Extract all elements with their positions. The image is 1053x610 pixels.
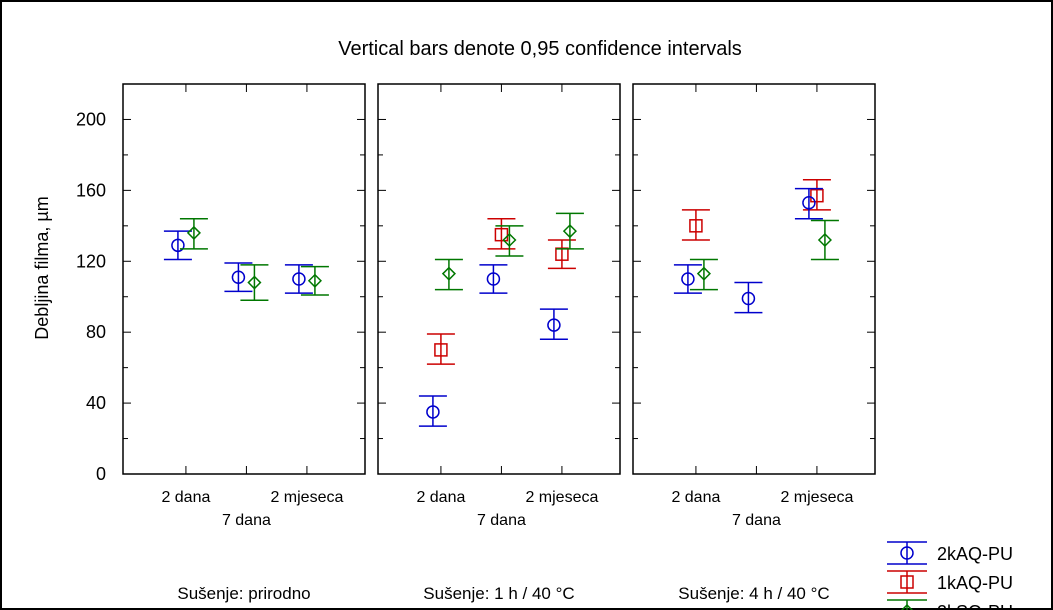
data-point-2kaq-pu [479, 264, 508, 294]
data-point-2kaq-pu [224, 262, 253, 293]
x-tick-label: 2 dana [161, 489, 210, 506]
panel-1: 2 dana 2 mjeseca 7 dana Sušenje: prirodno [122, 83, 366, 603]
y-tick-label: 120 [76, 251, 106, 271]
point-marker [171, 238, 185, 253]
point-marker [426, 405, 440, 419]
point-marker [681, 272, 695, 286]
point-marker [292, 272, 306, 286]
panel-frame [377, 83, 621, 475]
data-point-2kaq-pu [673, 264, 702, 294]
panel-frame [122, 83, 366, 475]
point-marker [810, 188, 824, 203]
panel-label: Sušenje: prirodno [177, 584, 310, 603]
panel-label: Sušenje: 1 h / 40 °C [423, 584, 574, 603]
panel-label: Sušenje: 4 h / 40 °C [678, 584, 829, 603]
data-point-2kaq-pu [418, 395, 447, 427]
legend-label: 2kSO-PU [937, 602, 1013, 610]
point-marker [231, 270, 246, 284]
point-marker [186, 225, 201, 240]
legend-marker [900, 546, 914, 560]
panel-3: 2 dana 2 mjeseca 7 dana Sušenje: 4 h / 40 °… [632, 83, 876, 603]
point-marker [547, 318, 561, 332]
x-tick-label: 2 mjeseca [270, 489, 343, 506]
chart-title: Vertical bars denote 0,95 confidence int… [338, 38, 742, 60]
data-point-2kso-pu [810, 219, 839, 261]
y-tick-label: 160 [76, 180, 106, 200]
data-point-2kaq-pu [734, 281, 763, 314]
data-point-2kaq-pu [539, 308, 568, 341]
data-point-2kso-pu [300, 265, 329, 296]
legend-label: 2kAQ-PU [937, 544, 1013, 564]
x-tick-label: 2 dana [671, 489, 720, 506]
point-marker [817, 232, 832, 248]
legend-item-2kaq-pu: 2kAQ-PU [887, 541, 1013, 565]
point-marker [434, 343, 448, 357]
data-point-2kaq-pu [794, 187, 823, 220]
data-point-2kaq-pu [163, 230, 192, 261]
data-point-1kaq-pu [426, 333, 455, 365]
data-point-2kso-pu [179, 217, 208, 250]
point-marker [696, 266, 711, 281]
legend-item-2kso-pu: 2kSO-PU [887, 599, 1013, 610]
data-point-2kso-pu [240, 264, 269, 302]
legend-marker [900, 603, 914, 610]
legend-item-1kaq-pu: 1kAQ-PU [887, 570, 1013, 594]
point-marker [247, 275, 262, 290]
x-tick-label: 7 dana [222, 512, 271, 529]
data-point-2kso-pu [555, 212, 584, 250]
data-point-1kaq-pu [487, 217, 516, 250]
panel-frame [632, 83, 876, 475]
point-marker [802, 196, 816, 210]
data-point-1kaq-pu [681, 209, 710, 241]
panel-2: 2 dana 2 mjeseca 7 dana Sušenje: 1 h / 40 °… [377, 83, 621, 603]
point-marker [502, 232, 517, 248]
x-tick-label: 2 mjeseca [780, 489, 853, 506]
point-marker [494, 227, 509, 242]
data-point-2kaq-pu [284, 264, 313, 294]
y-tick-label: 80 [86, 322, 106, 342]
point-marker [486, 272, 501, 286]
legend: 2kAQ-PU 1kAQ-PU 2kSO-PU [887, 541, 1013, 610]
point-marker [741, 291, 756, 306]
point-marker [689, 219, 703, 233]
data-point-2kso-pu [495, 225, 524, 257]
y-axis-label: Debljina filma, µm [32, 196, 52, 339]
x-tick-label: 2 dana [416, 489, 465, 506]
x-tick-label: 7 dana [732, 512, 781, 529]
legend-marker [900, 575, 914, 589]
x-tick-label: 7 dana [477, 512, 526, 529]
data-point-2kso-pu [434, 258, 463, 291]
point-marker [307, 273, 322, 288]
x-tick-label: 2 mjeseca [525, 489, 598, 506]
data-point-2kso-pu [689, 258, 718, 291]
y-tick-label: 200 [76, 109, 106, 129]
data-point-1kaq-pu [802, 178, 831, 211]
point-marker [441, 266, 456, 281]
point-marker [562, 224, 577, 239]
legend-label: 1kAQ-PU [937, 573, 1013, 593]
y-tick-label: 40 [86, 393, 106, 413]
y-tick-label: 0 [96, 464, 106, 484]
